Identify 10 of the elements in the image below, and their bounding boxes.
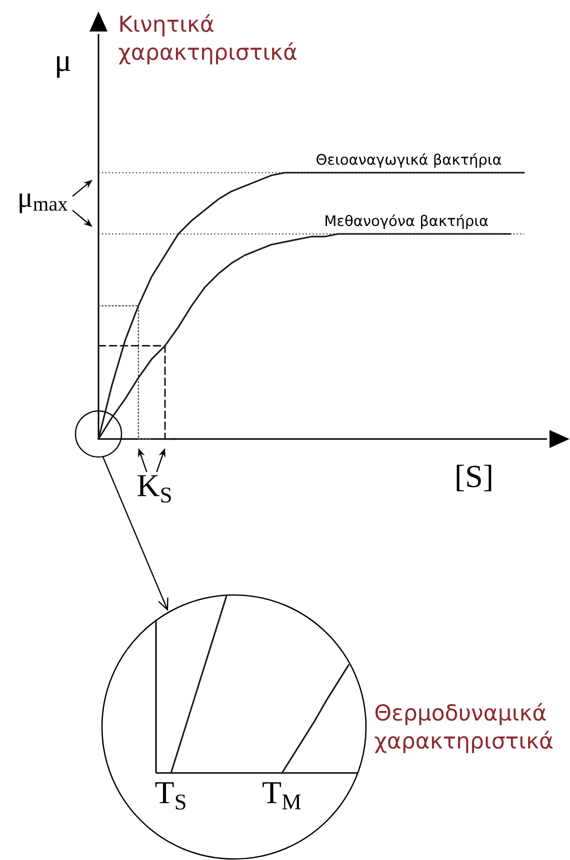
chart-title: Κινητικά χαρακτηριστικά [118,14,296,64]
y-axis-title: μ [57,56,70,78]
series-label: Θειοαναγωγικά βακτήρια [316,153,502,168]
text: μ$_{max}$ [20,194,68,214]
series-label: Μεθανογόνα βακτήρια [326,214,488,229]
text: K$_{S}$ [138,475,171,503]
x-tick-label: T$_{S}$ [155,782,186,810]
x-axis-title: [S] [456,464,492,492]
text: Θερμοδυναμικά χαρακτηριστικά [374,702,552,754]
x-tick-label: T$_{M}$ [262,782,301,810]
